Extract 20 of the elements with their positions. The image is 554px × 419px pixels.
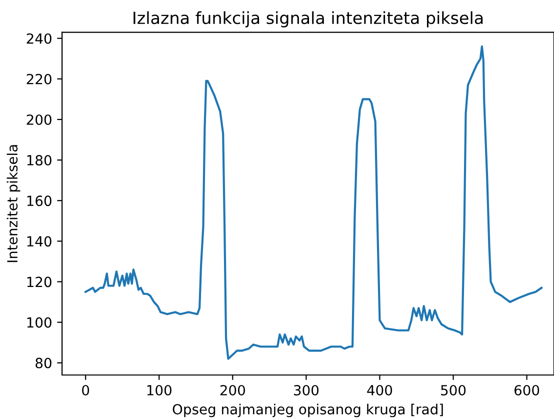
y-tick-label: 100 [27, 317, 52, 328]
x-tick-label: 100 [147, 384, 172, 396]
x-tick-label: 200 [220, 384, 245, 396]
y-tick-label: 160 [27, 196, 52, 206]
y-tick-label: 220 [26, 74, 52, 84]
y-axis-title: Intenzitet piksela [6, 145, 20, 262]
x-tick-label: 400 [367, 384, 392, 396]
line-series [84, 45, 543, 360]
x-axis-title: Opseg najmanjeg opisanog kruga [rad] [172, 404, 443, 418]
y-tick-label: 140 [27, 236, 52, 247]
y-tick-label: 180 [27, 155, 52, 166]
y-tick-label: 240 [26, 33, 52, 44]
x-tick-label: 300 [294, 384, 319, 396]
x-tick-label: 500 [441, 384, 466, 396]
y-tick-label: 80 [36, 358, 52, 368]
x-tick-label: 600 [514, 384, 540, 396]
y-tick-label: 120 [27, 276, 52, 288]
chart-title: Izlazna funkcija signala intenziteta piksela [134, 11, 483, 28]
x-tick-label: 0 [82, 384, 90, 396]
y-tick-label: 200 [26, 114, 52, 125]
